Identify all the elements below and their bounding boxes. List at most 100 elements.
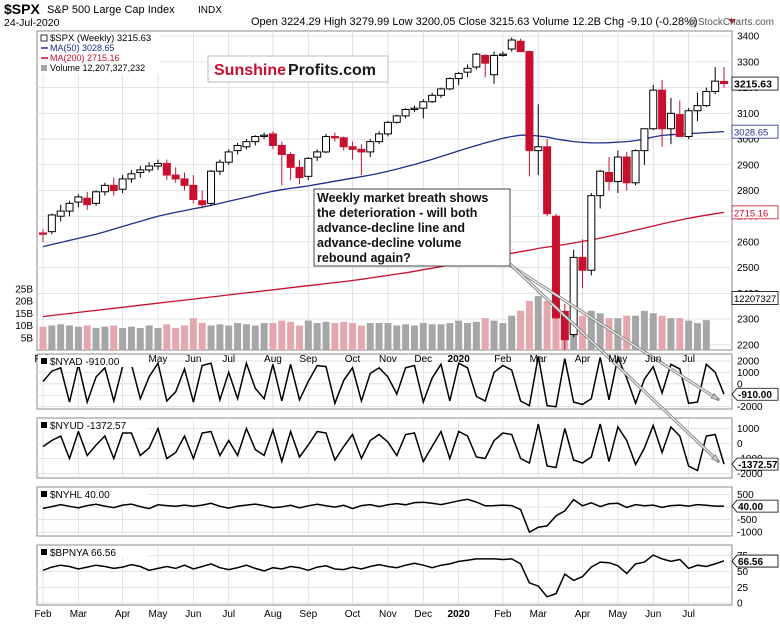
indicator-tick-label: -2000 xyxy=(737,402,763,413)
volume-bar xyxy=(278,320,286,350)
candle-body xyxy=(39,232,47,235)
x-tick-label-top: Nov xyxy=(379,354,397,365)
candle-body xyxy=(304,157,313,177)
volume-bar xyxy=(428,324,436,350)
volume-bar xyxy=(384,323,392,350)
candle-body xyxy=(145,165,154,171)
candle-body xyxy=(153,162,162,167)
right-label-box xyxy=(731,205,779,220)
volume-bar xyxy=(66,325,74,350)
right-label-text: -1372.57 xyxy=(738,460,778,471)
candle-body xyxy=(224,151,233,163)
candle-body xyxy=(658,89,667,130)
volume-bar xyxy=(402,324,410,350)
ma50-line xyxy=(42,130,725,248)
x-tick-label-top: Aug xyxy=(264,354,282,365)
x-tick-label-bottom: Mar xyxy=(70,609,88,620)
indicator-tick-label: 500 xyxy=(737,490,754,501)
indicator-title-text: $BPNYA 66.56 xyxy=(50,548,116,559)
volume-bar xyxy=(269,323,277,350)
volume-bar xyxy=(676,318,684,350)
candle-body xyxy=(127,173,136,180)
candle-body xyxy=(711,80,720,92)
indicator-tick-label: 0 xyxy=(737,439,743,450)
indicator-title-bg xyxy=(38,546,148,558)
candle-body xyxy=(366,141,375,153)
x-tick-label-bottom: Aug xyxy=(264,609,282,620)
x-tick-label-bottom: Jul xyxy=(682,609,695,620)
right-label-text: 3028.65 xyxy=(734,128,768,139)
annotation-arrows xyxy=(504,260,721,464)
x-tick-label-top: Jun xyxy=(185,354,201,365)
x-tick-label-top: Jun xyxy=(645,354,661,365)
arrow-to-nyud-head xyxy=(710,454,720,463)
candle-body xyxy=(578,256,587,271)
indicator-title: $NYHL 40.00 xyxy=(38,488,148,501)
volume-bar xyxy=(110,325,118,350)
volume-bar xyxy=(623,315,631,350)
volume-tick-label: 15B xyxy=(15,309,33,320)
index-description: S&P 500 Large Cap Index xyxy=(47,4,175,16)
x-tick-label-bottom: Mar xyxy=(530,609,548,620)
x-tick-label-top: Sep xyxy=(299,354,317,365)
volume-bar xyxy=(357,325,365,350)
x-tick-label-top: 2020 xyxy=(448,354,471,365)
indicator-title-text: $NYUD -1372.57 xyxy=(50,421,127,432)
candle-body xyxy=(65,202,74,212)
volume-bar xyxy=(410,325,418,350)
volume-bar xyxy=(39,326,47,350)
candle-body xyxy=(631,150,640,184)
price-right-label: 3028.65 xyxy=(731,124,779,139)
price-right-label: 12207327 xyxy=(731,291,779,305)
candle-body xyxy=(401,108,410,117)
indicator-square-icon xyxy=(41,491,47,497)
x-tick-label-top: Apr xyxy=(575,354,591,365)
candle-body xyxy=(162,162,171,176)
watermark: @StockCharts.com xyxy=(688,17,774,28)
candle-body xyxy=(436,88,445,96)
price-right-label: 3215.63 xyxy=(731,76,779,91)
panel-frame xyxy=(36,353,733,410)
legend-volume: Volume 12,207,327,232 xyxy=(50,63,145,73)
x-tick-label-top: May xyxy=(149,354,168,365)
candle-body xyxy=(83,197,92,206)
volume-bar xyxy=(119,327,127,350)
volume-bar xyxy=(340,321,348,350)
candle-body xyxy=(207,170,216,204)
volume-bar xyxy=(649,313,657,350)
candle-body xyxy=(74,196,83,203)
volume-bar xyxy=(393,325,401,350)
volume-bar xyxy=(508,315,516,350)
volume-bar xyxy=(207,325,215,350)
volume-bar xyxy=(181,325,189,350)
ohlc-readout: Open 3224.29 High 3279.99 Low 3200.05 Cl… xyxy=(251,16,698,28)
indicator-right-label: 40.00 xyxy=(731,499,779,513)
volume-bars xyxy=(39,296,710,350)
right-label-text: 3215.63 xyxy=(734,79,772,91)
volume-bar xyxy=(127,326,135,350)
candle-body xyxy=(543,146,552,215)
candle-body xyxy=(666,112,675,130)
right-label-box xyxy=(731,76,779,91)
volume-bar xyxy=(154,327,162,350)
indicator-title-bg xyxy=(38,488,148,500)
axis-labels: Feb Feb Mar Mar Apr Apr May May Jun Jun Jul Jul Aug A… xyxy=(15,32,763,620)
x-tick-label-top: Dec xyxy=(414,354,432,365)
volume-bar xyxy=(83,325,91,350)
right-value-labels: 3215.63 3028.65 2715.16 12207327 -910.00 -137… xyxy=(731,76,779,568)
candle-body xyxy=(56,210,65,217)
candle-body xyxy=(720,80,728,84)
x-tick-label-top: Jul xyxy=(682,354,695,365)
indicator-title-text: $NYAD -910.00 xyxy=(50,357,120,368)
candle-body xyxy=(622,156,631,184)
indicator-title: $NYUD -1372.57 xyxy=(38,419,148,432)
candle-body xyxy=(277,144,286,155)
candle-body xyxy=(171,174,180,180)
volume-bar xyxy=(534,296,542,350)
price-legend: $SPX (Weekly) 3215.63 MA(50) 3028.65 MA(… xyxy=(40,32,160,74)
volume-bar xyxy=(605,318,613,350)
sunshine-profits-logo: Sunshine Profits.com xyxy=(207,55,389,83)
candle-body xyxy=(118,178,127,190)
right-label-text: 40.00 xyxy=(738,502,763,513)
